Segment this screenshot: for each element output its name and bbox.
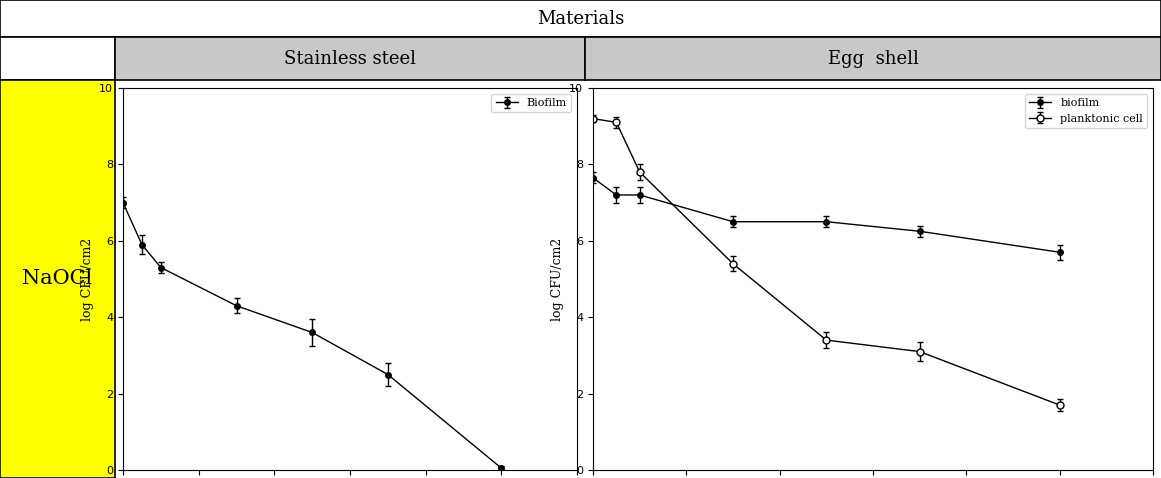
- Y-axis label: log CFU/cm2: log CFU/cm2: [550, 238, 564, 321]
- Text: Egg  shell: Egg shell: [828, 50, 918, 67]
- Legend: biofilm, planktonic cell: biofilm, planktonic cell: [1025, 94, 1147, 128]
- Text: Materials: Materials: [536, 10, 625, 28]
- Legend: Biofilm: Biofilm: [491, 94, 571, 112]
- Text: NaOCl: NaOCl: [22, 270, 93, 289]
- Text: Stainless steel: Stainless steel: [284, 50, 416, 67]
- Y-axis label: log CFU/cm2: log CFU/cm2: [81, 238, 94, 321]
